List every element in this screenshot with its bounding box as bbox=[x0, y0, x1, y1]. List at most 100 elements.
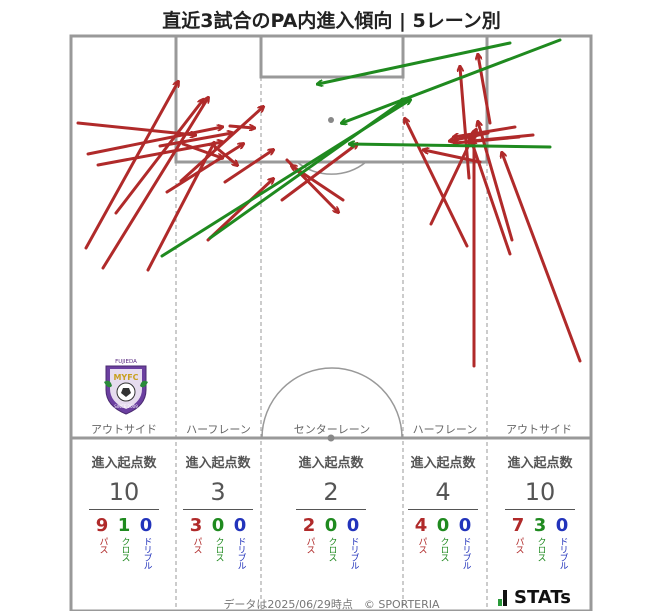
club-logo: FUJIEDA MYFC SINCE 2009 bbox=[104, 359, 148, 415]
dribble-label: ドリブル bbox=[460, 537, 471, 569]
cross-count: 3 bbox=[533, 515, 547, 536]
dribble-label: ドリブル bbox=[348, 537, 359, 569]
stat-divider bbox=[505, 509, 575, 510]
pass-label: パス bbox=[304, 537, 315, 553]
stat-divider bbox=[408, 509, 478, 510]
cross-arrow bbox=[350, 144, 552, 149]
pass-arrow bbox=[101, 98, 208, 270]
stat-heading: 進入起点数 bbox=[185, 456, 251, 471]
center-circle bbox=[261, 367, 403, 439]
stat-heading: 進入起点数 bbox=[507, 456, 573, 471]
pass-label: パス bbox=[416, 537, 427, 553]
arrow-layer bbox=[76, 38, 582, 368]
cross-label: クロス bbox=[119, 537, 130, 561]
pass-label: パス bbox=[97, 537, 108, 553]
dribble-label: ドリブル bbox=[141, 537, 152, 569]
cross-count: 1 bbox=[117, 515, 131, 536]
svg-text:FUJIEDA: FUJIEDA bbox=[115, 359, 137, 365]
stat-breakdown: 7 パス 3 クロス 0 ドリブル bbox=[497, 515, 583, 570]
goal-area bbox=[259, 34, 405, 79]
pass-arrow bbox=[86, 127, 222, 156]
cross-label: クロス bbox=[535, 537, 546, 561]
svg-text:SINCE 2009: SINCE 2009 bbox=[114, 404, 138, 409]
lane-label-outside-left: アウトサイド bbox=[91, 423, 157, 436]
pass-arrow bbox=[292, 166, 345, 202]
cross-arrow bbox=[342, 38, 562, 123]
lane-stats-halfspace-left: 進入起点数 3 3 パス 0 クロス 0 ドリブル bbox=[175, 452, 261, 569]
stat-heading: 進入起点数 bbox=[91, 456, 157, 471]
pass-arrow bbox=[223, 150, 273, 184]
stat-divider bbox=[183, 509, 253, 510]
pass-arrow bbox=[502, 153, 582, 363]
stat-total: 10 bbox=[108, 478, 140, 506]
lane-label-halfspace-left: ハーフレーン bbox=[186, 423, 251, 436]
pass-arrow bbox=[210, 142, 237, 165]
pass-count: 7 bbox=[511, 515, 525, 536]
cross-arrow bbox=[318, 41, 512, 84]
lane-stats-center: 進入起点数 2 2 パス 0 クロス 0 ドリブル bbox=[288, 452, 374, 569]
pass-label: パス bbox=[513, 537, 524, 553]
pass-arrow bbox=[158, 133, 232, 148]
svg-text:MYFC: MYFC bbox=[113, 373, 138, 382]
stat-breakdown: 3 パス 0 クロス 0 ドリブル bbox=[175, 515, 261, 570]
cross-count: 0 bbox=[436, 515, 450, 536]
footer-note: データは2025/06/29時点 © SPORTERIA bbox=[223, 598, 440, 611]
stat-total: 4 bbox=[435, 478, 451, 506]
cross-label: クロス bbox=[326, 537, 337, 561]
dribble-label: ドリブル bbox=[235, 537, 246, 569]
pass-count: 9 bbox=[95, 515, 109, 536]
pass-arrow bbox=[454, 125, 517, 137]
pass-count: 2 bbox=[302, 515, 316, 536]
stat-breakdown: 4 パス 0 クロス 0 ドリブル bbox=[400, 515, 486, 570]
pass-arrow bbox=[146, 143, 214, 272]
stats-mark-icon bbox=[498, 589, 510, 606]
stat-heading: 進入起点数 bbox=[410, 456, 476, 471]
pass-arrow bbox=[76, 121, 195, 135]
pass-count: 4 bbox=[414, 515, 428, 536]
pass-arrow bbox=[206, 179, 273, 242]
brand-name: STATs bbox=[514, 587, 571, 608]
center-spot bbox=[327, 434, 335, 442]
pass-arrow bbox=[165, 144, 243, 194]
lane-stats-outside-left: 進入起点数 10 9 パス 1 クロス 0 ドリブル bbox=[81, 452, 167, 569]
stat-divider bbox=[296, 509, 366, 510]
pass-count: 3 bbox=[189, 515, 203, 536]
dribble-count: 0 bbox=[346, 515, 360, 536]
pass-arrow bbox=[114, 100, 203, 215]
cross-label: クロス bbox=[213, 537, 224, 561]
pass-arrow bbox=[470, 137, 512, 256]
pass-arrow bbox=[405, 119, 469, 248]
pass-arrow bbox=[228, 126, 254, 128]
dribble-count: 0 bbox=[233, 515, 247, 536]
lane-label-outside-right: アウトサイド bbox=[506, 423, 572, 436]
cross-label: クロス bbox=[438, 537, 449, 561]
stat-heading: 進入起点数 bbox=[298, 456, 364, 471]
pass-arrow bbox=[280, 144, 357, 202]
stat-total: 3 bbox=[210, 478, 226, 506]
pass-arrow bbox=[478, 55, 492, 125]
brand-logo: STATs bbox=[498, 587, 571, 608]
dribble-count: 0 bbox=[458, 515, 472, 536]
stat-total: 10 bbox=[524, 478, 556, 506]
cross-count: 0 bbox=[211, 515, 225, 536]
cross-arrow bbox=[208, 99, 406, 240]
pass-arrow bbox=[424, 150, 482, 164]
stat-divider bbox=[89, 509, 159, 510]
penalty-spot bbox=[328, 117, 334, 123]
pass-label: パス bbox=[191, 537, 202, 553]
stat-total: 2 bbox=[323, 478, 339, 506]
pass-arrow bbox=[455, 135, 521, 143]
pass-arrow bbox=[179, 107, 263, 183]
chart-title: 直近3試合のPA内進入傾向 | 5レーン別 bbox=[162, 10, 501, 32]
dribble-count: 0 bbox=[555, 515, 569, 536]
pass-arrow bbox=[84, 82, 178, 250]
dribble-label: ドリブル bbox=[557, 537, 568, 569]
lane-label-halfspace-right: ハーフレーン bbox=[412, 423, 478, 436]
lane-stats-outside-right: 進入起点数 10 7 パス 3 クロス 0 ドリブル bbox=[497, 452, 583, 569]
cross-count: 0 bbox=[324, 515, 338, 536]
lane-stats-halfspace-right: 進入起点数 4 4 パス 0 クロス 0 ドリブル bbox=[400, 452, 486, 569]
lane-label-center: センターレーン bbox=[293, 423, 371, 436]
dribble-count: 0 bbox=[139, 515, 153, 536]
pass-arrow bbox=[181, 142, 222, 158]
